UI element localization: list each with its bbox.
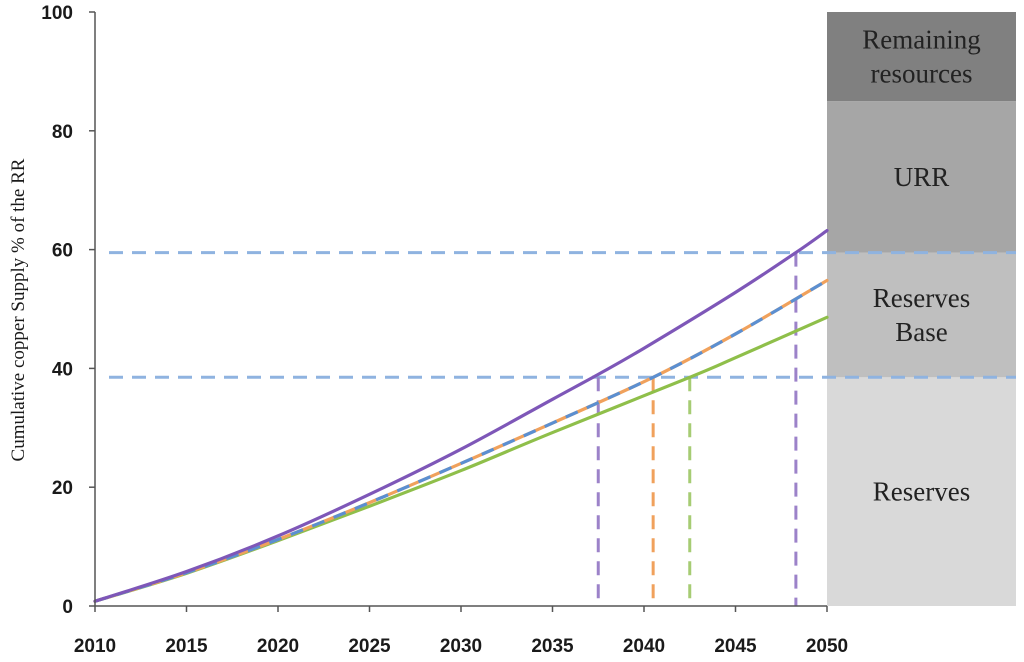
series-line-3 [93, 315, 829, 603]
tick-labels: 2010 2015 2020 2025 2030 2035 2040 2045 20500204… [41, 3, 848, 657]
series-lines [93, 228, 829, 603]
x-tick-label-6: 2040 [623, 636, 665, 657]
y-tick-label-4: 80 [52, 122, 73, 143]
band-label-3: Remaining resources [862, 25, 980, 89]
y-tick-label-5: 100 [41, 3, 73, 24]
band-0 [827, 377, 1016, 606]
x-tick-label-3: 2025 [348, 636, 391, 657]
band-label-1: Reserves Base [873, 283, 970, 347]
band-label-0: Reserves [873, 477, 970, 507]
series-line-1 [93, 278, 829, 603]
band-3 [827, 12, 1016, 102]
y-axis-title: Cumulative copper Supply % of the RR [8, 158, 29, 461]
x-tick-label-7: 2045 [714, 636, 757, 657]
band-label-2: URR [894, 162, 950, 192]
y-tick-label-2: 40 [52, 359, 73, 380]
x-tick-label-2: 2020 [257, 636, 299, 657]
band-1 [827, 252, 1016, 378]
x-tick-label-0: 2010 [74, 636, 116, 657]
horizontal-reference-lines [109, 251, 1016, 379]
x-tick-label-5: 2035 [531, 636, 574, 657]
y-tick-label-1: 20 [52, 478, 73, 499]
series-line-0 [93, 228, 829, 603]
axes [89, 11, 828, 612]
resource-bands: Reserves Reserves Base URR Remaining resource… [827, 12, 1016, 606]
x-tick-label-1: 2015 [165, 636, 208, 657]
y-tick-label-3: 60 [52, 241, 73, 262]
x-tick-label-8: 2050 [806, 636, 848, 657]
x-tick-label-4: 2030 [440, 636, 482, 657]
y-tick-label-0: 0 [62, 597, 73, 618]
series-line-2 [94, 279, 828, 603]
band-2 [827, 101, 1016, 253]
vertical-reference-lines [596, 252, 798, 606]
